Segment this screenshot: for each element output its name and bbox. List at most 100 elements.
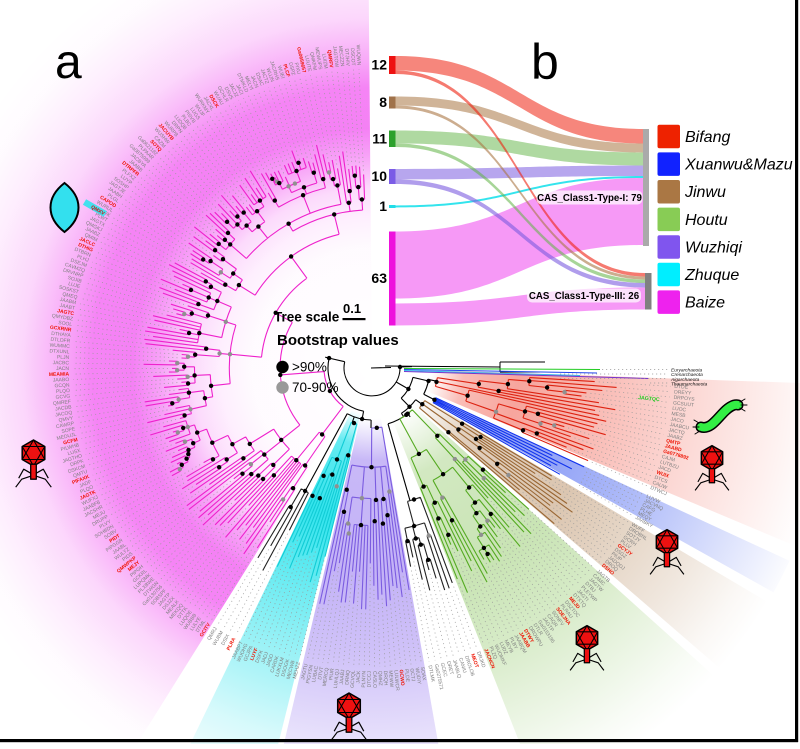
svg-text:GCWO: GCWO: [398, 669, 406, 686]
svg-text:a: a: [55, 36, 82, 89]
svg-text:LUDZ: LUDZ: [498, 641, 509, 655]
svg-text:11: 11: [372, 131, 387, 147]
svg-text:JAGTQC: JAGTQC: [638, 395, 660, 403]
svg-text:SOJIB: SOJIB: [67, 275, 83, 285]
svg-text:DSPZ: DSPZ: [287, 62, 296, 76]
svg-text:DTLDFR: DTLDFR: [50, 337, 71, 345]
svg-text:GCVQL: GCVQL: [350, 670, 357, 688]
svg-text:>90%: >90%: [292, 360, 327, 375]
svg-text:JAABT: JAABT: [59, 303, 75, 312]
svg-text:LUJE: LUJE: [67, 281, 81, 290]
svg-text:MESB: MESB: [671, 411, 687, 419]
svg-text:GCVG: GCVG: [55, 394, 70, 401]
svg-text:PLWT: PLWT: [94, 212, 109, 224]
svg-text:LUIZM: LUIZM: [320, 53, 328, 69]
svg-text:CAJM: CAJM: [661, 454, 676, 464]
svg-text:JACOQ: JACOQ: [55, 410, 73, 418]
svg-text:MEOT: MEOT: [469, 653, 479, 669]
svg-text:LUVW: LUVW: [645, 494, 661, 506]
svg-text:JACO: JACO: [670, 417, 684, 425]
svg-text:DTLMK: DTLMK: [427, 665, 436, 683]
svg-text:CANIU: CANIU: [457, 657, 467, 674]
svg-text:JACTQ: JACTQ: [668, 427, 685, 436]
svg-text:DTCS: DTCS: [653, 475, 668, 486]
svg-text:MEYB: MEYB: [503, 639, 515, 655]
svg-text:70-90%: 70-90%: [292, 380, 339, 395]
svg-text:GCSUUT: GCSUUT: [673, 400, 695, 408]
svg-text:DSAC: DSAC: [254, 72, 265, 87]
svg-text:Bifang: Bifang: [685, 129, 730, 146]
svg-text:JAABD: JAABD: [664, 443, 683, 453]
svg-text:0.1: 0.1: [343, 301, 361, 316]
svg-text:JAABCU: JAABCU: [669, 422, 690, 432]
svg-text:DTHIG: DTHIG: [77, 242, 94, 254]
svg-text:MECZZN: MECZZN: [337, 45, 345, 67]
svg-text:JAABZ: JAABZ: [667, 433, 684, 442]
svg-text:PLHE: PLHE: [639, 506, 654, 518]
svg-text:LUKXLM: LUKXLM: [274, 657, 286, 678]
svg-text:GCTJ: GCTJ: [408, 668, 416, 682]
svg-text:QMTU: QMTU: [72, 469, 88, 480]
svg-text:PLBY: PLBY: [508, 636, 519, 651]
svg-text:JACN: JACN: [249, 75, 260, 90]
svg-text:QMREF: QMREF: [53, 399, 72, 407]
svg-text:GCQN: GCQN: [54, 383, 70, 390]
svg-text:GCXRNR: GCXRNR: [49, 325, 72, 334]
svg-text:QMHZ: QMHZ: [377, 671, 383, 686]
svg-text:CASLO: CASLO: [371, 671, 377, 688]
svg-text:Xuanwu&Mazu: Xuanwu&Mazu: [684, 157, 793, 174]
svg-text:JACK: JACK: [356, 670, 363, 684]
svg-text:PIGYSN: PIGYSN: [305, 664, 315, 684]
svg-text:12: 12: [371, 57, 387, 73]
svg-text:Bootstrap values: Bootstrap values: [277, 332, 399, 349]
svg-text:JACN: JACN: [56, 366, 69, 372]
svg-text:DTCCJ: DTCCJ: [367, 670, 373, 687]
svg-text:Jinwu: Jinwu: [684, 184, 726, 201]
svg-text:SOSKST: SOSKST: [58, 285, 79, 296]
svg-text:PLZQ: PLZQ: [488, 646, 499, 660]
svg-text:JAGTC: JAGTC: [57, 308, 75, 317]
svg-text:SOAX: SOAX: [419, 666, 427, 681]
svg-text:LUHLQJ: LUHLQJ: [333, 668, 341, 688]
svg-text:WUEI: WUEI: [276, 65, 286, 79]
svg-text:MEHZZ: MEHZZ: [292, 661, 302, 679]
svg-text:DSKCM: DSKCM: [67, 464, 86, 476]
svg-text:LULWCR: LULWCR: [392, 670, 400, 692]
svg-text:WUDIY: WUDIY: [414, 667, 422, 685]
svg-text:PLVY: PLVY: [99, 519, 113, 531]
svg-text:Ga0659657: Ga0659657: [295, 47, 307, 74]
svg-text:LUTBZU: LUTBZU: [659, 459, 680, 471]
svg-text:DTXUNL: DTXUNL: [49, 348, 70, 355]
svg-text:MEWW: MEWW: [387, 670, 394, 688]
svg-text:10: 10: [371, 168, 387, 184]
svg-text:GCFM: GCFM: [63, 437, 79, 446]
svg-text:SOPE: SOPE: [61, 426, 76, 435]
svg-text:DTDE: DTDE: [674, 384, 689, 391]
svg-text:DRPK: DRPK: [70, 458, 86, 468]
svg-text:CAUW: CAUW: [651, 480, 668, 491]
svg-text:PLDE: PLDE: [403, 669, 411, 683]
svg-text:8: 8: [379, 94, 387, 110]
svg-text:LUOC: LUOC: [672, 406, 687, 414]
svg-text:DRNQ: DRNQ: [344, 670, 351, 685]
svg-text:LUYF: LUYF: [249, 647, 260, 661]
svg-text:Tree scale: Tree scale: [274, 310, 340, 325]
svg-text:PLQO: PLQO: [56, 388, 70, 395]
svg-text:JAGTOW: JAGTOW: [331, 46, 339, 68]
svg-text:JAABLQ: JAABLQ: [451, 659, 462, 679]
svg-text:QMIM: QMIM: [83, 232, 98, 243]
svg-text:MEJU: MEJU: [92, 509, 107, 521]
svg-text:QMTP: QMTP: [665, 438, 681, 447]
svg-text:LUBAC: LUBAC: [311, 665, 320, 683]
svg-text:LUUTE: LUUTE: [303, 55, 312, 73]
svg-text:Euryarchaeota: Euryarchaeota: [671, 368, 703, 374]
svg-text:DSOGK: DSOGK: [280, 658, 291, 678]
svg-text:WUMMC: WUMMC: [49, 343, 70, 350]
svg-text:CARDK: CARDK: [269, 654, 280, 673]
svg-text:PILWHB: PILWHB: [60, 442, 80, 453]
svg-text:JADO: JADO: [265, 653, 275, 668]
svg-text:MECWB: MECWB: [286, 659, 297, 680]
svg-text:Wuzhiqi: Wuzhiqi: [685, 239, 742, 256]
svg-text:PIDT: PIDT: [108, 533, 121, 544]
svg-text:CAFG: CAFG: [641, 502, 656, 514]
